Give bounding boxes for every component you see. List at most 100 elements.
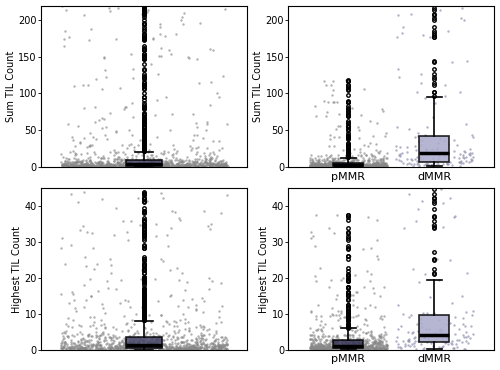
Point [124, 162, 132, 168]
Point [356, 340, 364, 346]
Point [80, 282, 88, 287]
Point [121, 297, 129, 303]
Point [60, 342, 68, 348]
Point [78, 162, 86, 168]
Point [374, 163, 382, 169]
Point [114, 5, 122, 11]
Point [380, 344, 388, 350]
Point [102, 324, 110, 330]
Point [418, 324, 426, 330]
Point [156, 31, 164, 37]
Point [69, 317, 77, 323]
Point [339, 162, 347, 168]
Point [312, 345, 320, 351]
Point [333, 344, 341, 350]
Point [368, 161, 376, 167]
Point [76, 163, 84, 169]
Point [326, 158, 334, 164]
Point [341, 162, 349, 168]
Point [443, 322, 451, 327]
Point [333, 212, 341, 218]
Point [214, 341, 222, 347]
Point [88, 231, 96, 236]
Point [84, 81, 92, 87]
Point [417, 320, 425, 326]
Point [340, 162, 348, 168]
Point [159, 258, 167, 264]
Point [130, 321, 138, 327]
Point [340, 157, 348, 163]
Point [338, 339, 346, 345]
Point [327, 152, 335, 158]
Point [214, 163, 222, 169]
Point [404, 338, 411, 344]
Point [106, 256, 114, 262]
Point [324, 163, 332, 169]
Point [338, 346, 346, 352]
Point [376, 339, 384, 344]
Point [342, 163, 350, 169]
Point [409, 266, 417, 272]
Point [322, 156, 330, 162]
Point [192, 163, 200, 169]
Point [466, 335, 474, 341]
Point [351, 340, 359, 346]
Point [372, 339, 380, 344]
Point [382, 130, 390, 136]
Point [334, 155, 342, 161]
Point [350, 292, 358, 298]
Point [184, 319, 192, 325]
Point [201, 153, 209, 159]
Point [376, 346, 384, 352]
Point [171, 163, 179, 169]
Point [372, 342, 380, 348]
Point [157, 336, 165, 342]
Point [158, 163, 166, 169]
Point [166, 341, 173, 347]
Point [338, 163, 346, 169]
Point [210, 149, 218, 155]
Point [116, 162, 124, 168]
Point [370, 346, 378, 352]
Point [159, 151, 167, 157]
Point [102, 124, 110, 130]
Point [311, 161, 319, 167]
Point [364, 346, 372, 352]
Point [363, 346, 371, 352]
Point [316, 345, 324, 351]
Point [370, 162, 378, 168]
Point [327, 346, 335, 352]
Point [348, 292, 356, 298]
Point [118, 162, 126, 168]
Point [328, 92, 336, 98]
Point [318, 157, 326, 162]
Point [360, 338, 368, 344]
Point [61, 342, 69, 347]
Point [327, 161, 335, 167]
Point [210, 337, 218, 343]
Point [336, 342, 344, 348]
Point [218, 334, 226, 340]
Point [190, 159, 198, 165]
Point [68, 163, 76, 169]
Point [173, 157, 181, 163]
Point [65, 156, 73, 162]
Point [448, 162, 456, 168]
Point [176, 327, 184, 333]
Point [195, 344, 203, 350]
Point [108, 161, 116, 167]
Point [323, 346, 331, 352]
Point [214, 346, 222, 352]
Point [128, 345, 136, 351]
Point [216, 346, 224, 352]
Point [102, 163, 110, 169]
Point [100, 116, 108, 122]
Point [372, 162, 380, 168]
Point [144, 344, 152, 350]
Point [208, 345, 216, 351]
Point [338, 346, 346, 352]
Point [114, 344, 122, 350]
Point [342, 345, 350, 351]
Point [82, 160, 90, 166]
Point [198, 333, 206, 339]
